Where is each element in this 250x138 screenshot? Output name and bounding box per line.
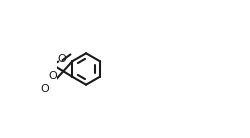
Text: O: O: [57, 54, 66, 64]
Text: O: O: [49, 71, 58, 81]
Text: O: O: [41, 84, 50, 94]
